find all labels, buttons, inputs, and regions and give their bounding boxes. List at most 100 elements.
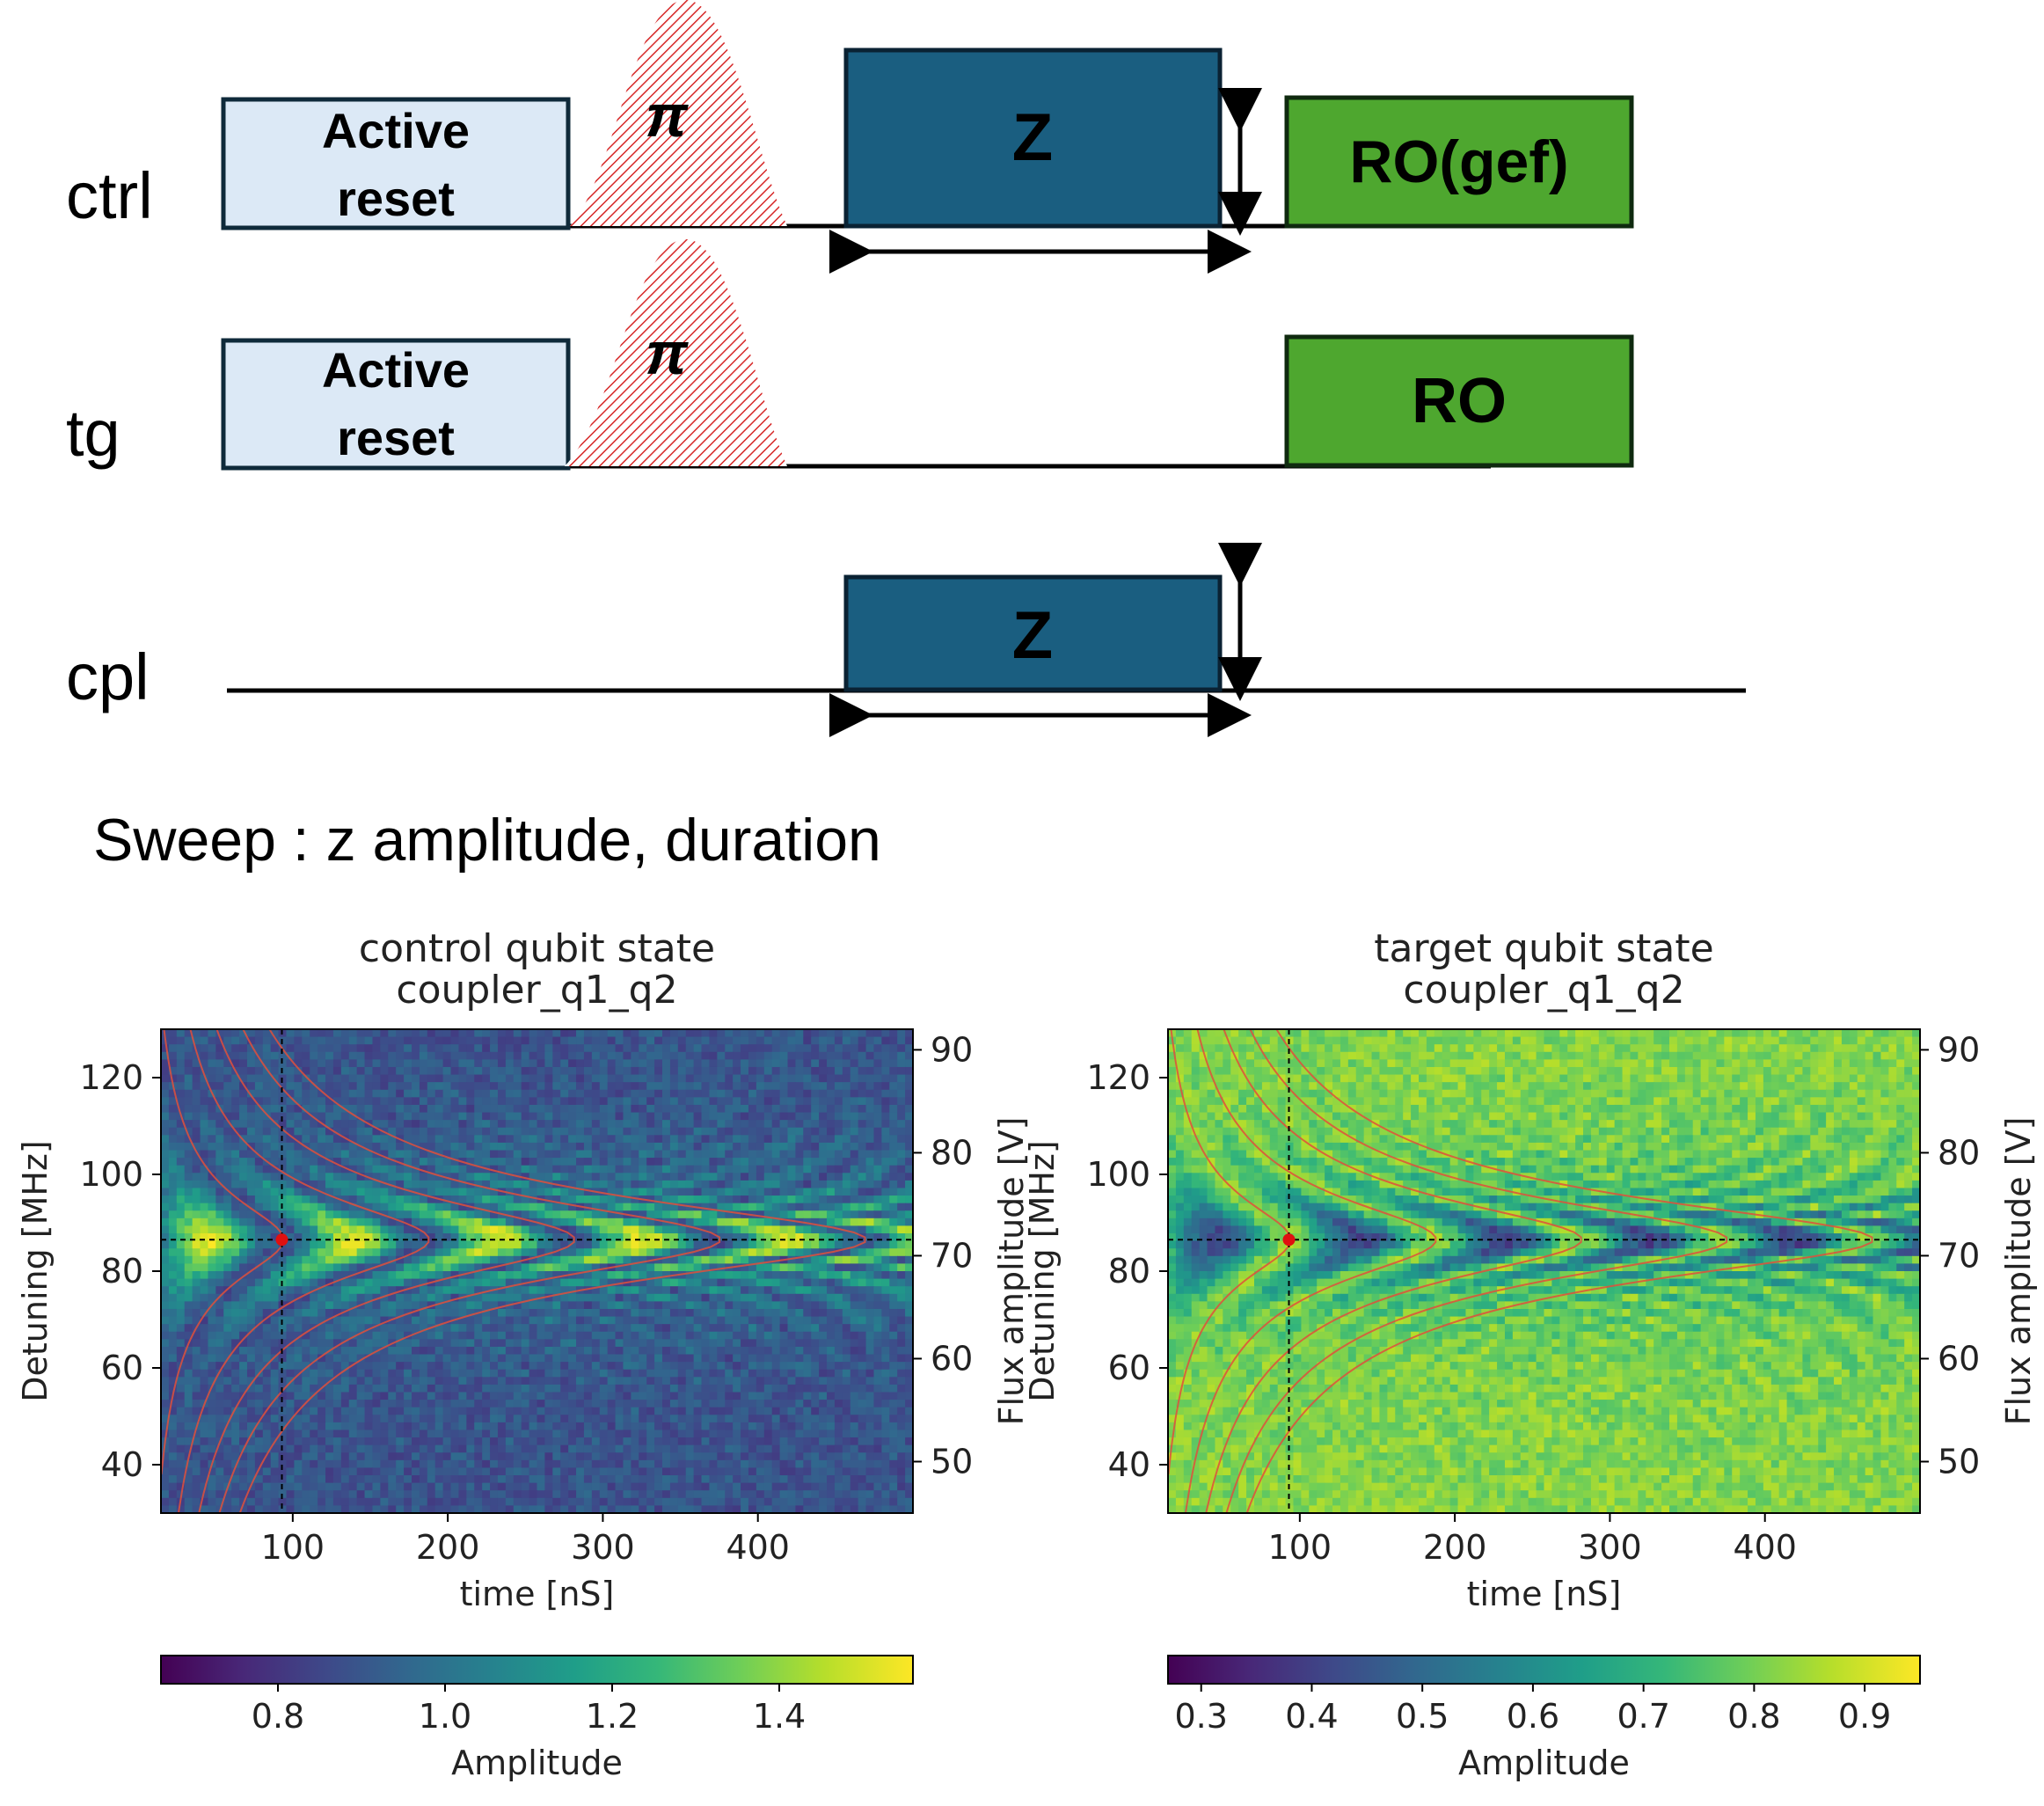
heatmap-cell [552, 1369, 561, 1378]
heatmap-cell [897, 1180, 906, 1189]
heatmap-cell [192, 1331, 201, 1340]
heatmap-cell [662, 1240, 671, 1249]
heatmap-cell [364, 1407, 374, 1415]
heatmap-cell [458, 1225, 467, 1234]
heatmap-cell [286, 1127, 296, 1136]
heatmap-cell [568, 1173, 577, 1181]
heatmap-cell [756, 1301, 765, 1310]
heatmap-cell [529, 1308, 538, 1318]
heatmap-cell [513, 1362, 522, 1371]
heatmap-cell [208, 1339, 216, 1348]
heatmap-cell [865, 1044, 875, 1053]
heatmap-cell [669, 1339, 679, 1348]
heatmap-cell [537, 1104, 546, 1114]
heatmap-cell [168, 1150, 178, 1159]
heatmap-cell [223, 1225, 232, 1234]
heatmap-cell [583, 1293, 593, 1302]
heatmap-cell [340, 1316, 350, 1325]
heatmap-cell [208, 1354, 216, 1363]
heatmap-cell [332, 1165, 342, 1174]
heatmap-cell [325, 1066, 334, 1076]
heatmap-cell [741, 1188, 749, 1196]
heatmap-cell [294, 1225, 303, 1234]
heatmap-cell [748, 1308, 757, 1318]
heatmap-cell [552, 1210, 561, 1219]
heatmap-cell [340, 1074, 350, 1083]
heatmap-cell [396, 1203, 405, 1211]
heatmap-cell [208, 1188, 216, 1196]
heatmap-cell [184, 1165, 193, 1174]
heatmap-cell [262, 1059, 272, 1068]
heatmap-cell [544, 1112, 553, 1121]
heatmap-cell [811, 1407, 820, 1415]
heatmap-cell [795, 1104, 804, 1114]
heatmap-cell [717, 1082, 726, 1091]
heatmap-cell [356, 1089, 366, 1098]
heatmap-cell [302, 1339, 310, 1348]
heatmap-cell [537, 1217, 546, 1227]
heatmap-cell [819, 1074, 828, 1083]
heatmap-cell [427, 1127, 436, 1136]
heatmap-cell [294, 1029, 303, 1038]
heatmap-cell [646, 1120, 655, 1129]
heatmap-cell [763, 1392, 773, 1400]
heatmap-cell [544, 1286, 553, 1295]
heatmap-cell [458, 1059, 467, 1068]
heatmap-cell [348, 1248, 358, 1257]
heatmap-cell [576, 1362, 585, 1371]
heatmap-cell [168, 1173, 178, 1181]
heatmap-cell [756, 1316, 765, 1325]
heatmap-cell [356, 1255, 366, 1264]
heatmap-cell [639, 1097, 647, 1106]
heatmap-cell [725, 1112, 734, 1121]
heatmap-cell [412, 1240, 420, 1249]
heatmap-cell [325, 1248, 334, 1257]
heatmap-cell [168, 1263, 178, 1272]
heatmap-cell [599, 1142, 609, 1152]
heatmap-cell [819, 1339, 828, 1348]
heatmap-cell [771, 1293, 781, 1302]
heatmap-cell [889, 1240, 898, 1249]
heatmap-cell [482, 1142, 491, 1152]
heatmap-cell [396, 1316, 405, 1325]
heatmap-cell [176, 1203, 186, 1211]
heatmap-cell [404, 1051, 412, 1060]
heatmap-cell [450, 1150, 460, 1159]
heatmap-cell [450, 1400, 460, 1408]
heatmap-cell [466, 1082, 475, 1091]
heatmap-cell [669, 1407, 679, 1415]
heatmap-cell [537, 1173, 546, 1181]
heatmap-cell [827, 1369, 836, 1378]
heatmap-cell [662, 1286, 671, 1295]
heatmap-cell [639, 1407, 647, 1415]
heatmap-cell [208, 1225, 216, 1234]
heatmap-cell [325, 1392, 334, 1400]
heatmap-cell [741, 1400, 749, 1408]
heatmap-cell [842, 1407, 851, 1415]
heatmap-cell [270, 1165, 280, 1174]
heatmap-cell [850, 1339, 859, 1348]
heatmap-cell [748, 1195, 757, 1204]
heatmap-cell [505, 1150, 515, 1159]
heatmap-cell [356, 1051, 366, 1060]
heatmap-cell [560, 1074, 569, 1083]
heatmap-cell [787, 1362, 797, 1371]
heatmap-cell [850, 1089, 859, 1098]
heatmap-cell [286, 1369, 296, 1378]
heatmap-cell [827, 1135, 836, 1144]
heatmap-cell [332, 1135, 342, 1144]
heatmap-cell [286, 1074, 296, 1083]
heatmap-cell [372, 1203, 381, 1211]
heatmap-cell [607, 1051, 617, 1060]
heatmap-cell [505, 1392, 515, 1400]
heatmap-cell [466, 1354, 475, 1363]
heatmap-cell [741, 1248, 749, 1257]
heatmap-cell [505, 1248, 515, 1257]
heatmap-cell [639, 1392, 647, 1400]
heatmap-cell [434, 1271, 444, 1280]
heatmap-cell [897, 1400, 906, 1408]
heatmap-cell [709, 1195, 718, 1204]
heatmap-cell [404, 1339, 412, 1348]
heatmap-cell [310, 1097, 318, 1106]
heatmap-cell [639, 1104, 647, 1114]
